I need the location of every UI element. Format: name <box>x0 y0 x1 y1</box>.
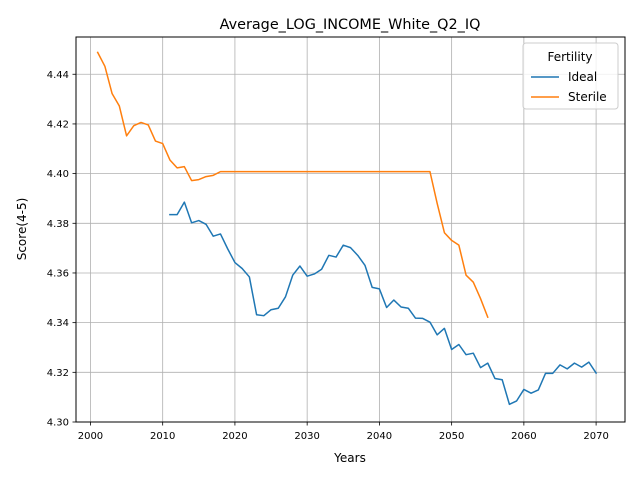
x-tick-label: 2010 <box>150 431 175 442</box>
legend: Fertility Ideal Sterile <box>522 42 619 110</box>
axis-ticks: 2000 2010 2020 2030 2040 2050 2060 2070 4.30 4.32… <box>47 70 609 442</box>
x-tick-label: 2030 <box>294 431 319 442</box>
y-tick-label: 4.34 <box>47 318 69 329</box>
x-axis-label: Years <box>333 451 366 465</box>
y-tick-label: 4.36 <box>47 268 69 279</box>
legend-label-sterile: Sterile <box>568 90 607 104</box>
legend-title: Fertility <box>547 50 592 64</box>
y-axis-label: Score(4-5) <box>15 198 29 261</box>
x-tick-label: 2000 <box>78 431 103 442</box>
series-line-ideal <box>169 201 598 406</box>
y-tick-label: 4.42 <box>47 119 69 130</box>
x-tick-label: 2040 <box>367 431 392 442</box>
legend-label-ideal: Ideal <box>568 70 597 84</box>
y-tick-label: 4.30 <box>47 418 69 429</box>
series-line-sterile <box>96 51 489 319</box>
x-tick-label: 2050 <box>439 431 464 442</box>
x-tick-label: 2060 <box>511 431 536 442</box>
y-tick-label: 4.40 <box>47 169 69 180</box>
y-tick-label: 4.38 <box>47 219 69 230</box>
y-tick-label: 4.32 <box>47 368 69 379</box>
y-tick-label: 4.44 <box>47 70 69 81</box>
series-lines <box>96 51 598 406</box>
chart-title: Average_LOG_INCOME_White_Q2_IQ <box>220 17 481 33</box>
x-tick-label: 2020 <box>222 431 247 442</box>
x-tick-label: 2070 <box>583 431 608 442</box>
plot-frame <box>75 36 626 423</box>
legend-box <box>522 42 619 110</box>
